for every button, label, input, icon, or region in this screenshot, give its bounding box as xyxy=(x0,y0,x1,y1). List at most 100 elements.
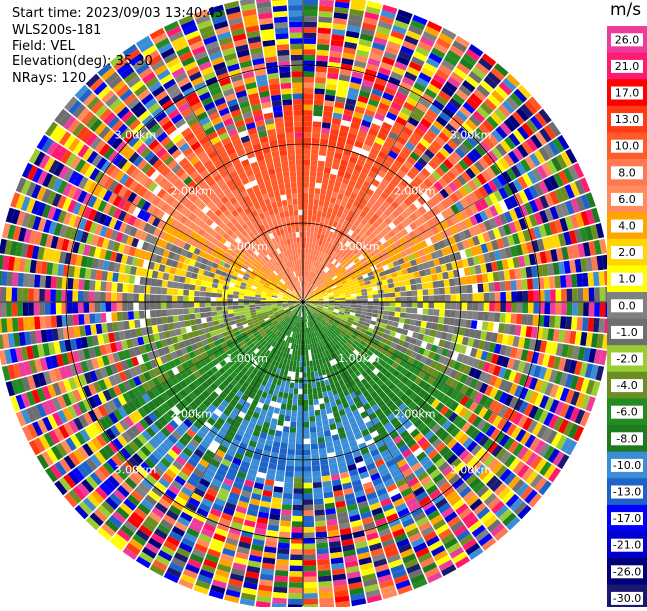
range-gate xyxy=(394,287,400,292)
range-gate xyxy=(227,294,233,298)
range-gate xyxy=(316,532,327,538)
range-gate xyxy=(389,293,395,298)
range-gate xyxy=(166,302,172,309)
range-gate xyxy=(100,313,106,323)
range-gate xyxy=(18,273,25,287)
range-gate xyxy=(304,494,313,500)
range-gate xyxy=(555,276,561,288)
range-gate xyxy=(357,302,363,305)
range-gate xyxy=(281,515,292,521)
range-gate xyxy=(429,302,435,308)
range-gate xyxy=(168,274,175,281)
range-gate xyxy=(533,303,539,314)
range-gate xyxy=(549,316,555,328)
range-gate xyxy=(122,312,128,321)
range-gate xyxy=(310,427,317,433)
range-gate xyxy=(411,284,417,290)
range-gate xyxy=(296,439,303,445)
range-gate xyxy=(312,388,317,394)
range-gate xyxy=(319,448,327,454)
range-gate xyxy=(522,303,528,314)
range-gate xyxy=(384,293,390,297)
range-gate xyxy=(303,204,308,210)
range-gate xyxy=(34,303,40,316)
range-gate xyxy=(200,286,206,291)
range-gate xyxy=(280,443,288,449)
range-gate xyxy=(45,303,51,315)
range-gate xyxy=(304,521,315,527)
range-gate xyxy=(304,66,315,72)
range-gate xyxy=(307,226,311,232)
range-gate xyxy=(195,285,201,291)
range-gate xyxy=(23,303,29,316)
range-gate xyxy=(285,477,294,483)
range-gate xyxy=(273,592,287,599)
range-gate xyxy=(179,276,186,283)
range-gate xyxy=(293,394,298,400)
range-gate xyxy=(405,285,411,291)
range-gate xyxy=(294,388,299,394)
range-gate xyxy=(288,444,295,450)
range-gate xyxy=(571,274,578,287)
range-gate xyxy=(318,33,331,40)
range-gate xyxy=(362,302,368,305)
range-gate xyxy=(528,303,534,314)
range-gate xyxy=(156,317,162,325)
range-gate xyxy=(522,314,528,325)
range-gate xyxy=(578,303,584,316)
range-gate xyxy=(292,516,302,522)
range-gate xyxy=(304,483,313,489)
range-gate xyxy=(572,288,578,301)
range-gate xyxy=(303,394,308,400)
range-gate xyxy=(449,278,455,286)
range-gate xyxy=(472,311,478,320)
range-gate xyxy=(297,422,303,428)
range-gate xyxy=(189,302,195,307)
range-gate xyxy=(309,188,315,194)
range-gate xyxy=(303,199,308,205)
range-gate xyxy=(299,383,303,389)
range-gate xyxy=(211,307,217,312)
range-gate xyxy=(316,421,322,427)
range-gate xyxy=(303,450,310,456)
range-gate xyxy=(304,88,314,94)
range-gate xyxy=(6,287,12,301)
range-gate xyxy=(308,210,313,216)
range-gate xyxy=(494,313,500,323)
range-gate xyxy=(304,582,318,588)
range-gate xyxy=(303,182,309,188)
range-gate xyxy=(280,526,291,532)
range-gate xyxy=(291,543,303,549)
range-gate xyxy=(216,293,222,297)
range-gate xyxy=(577,317,584,331)
range-gate xyxy=(417,302,423,308)
range-gate xyxy=(506,292,512,302)
range-gate xyxy=(589,288,595,302)
range-gate xyxy=(544,303,550,315)
range-gate xyxy=(73,314,79,325)
range-gate xyxy=(317,548,329,554)
range-gate xyxy=(292,521,303,527)
range-gate xyxy=(292,527,303,533)
range-gate xyxy=(244,305,250,308)
range-gate xyxy=(0,303,6,317)
range-gate xyxy=(321,464,330,471)
range-gate xyxy=(39,303,45,315)
range-gate xyxy=(309,416,315,422)
range-gate xyxy=(555,316,561,328)
range-gate xyxy=(89,280,95,290)
range-gate xyxy=(313,121,322,127)
range-gate xyxy=(577,273,584,287)
range-gate xyxy=(150,286,156,294)
range-gate xyxy=(83,291,89,301)
range-gate xyxy=(294,477,303,483)
range-gate xyxy=(283,493,293,499)
range-gate xyxy=(313,488,322,494)
range-gate xyxy=(303,232,306,238)
range-gate xyxy=(304,566,317,572)
range-gate xyxy=(423,309,429,315)
range-gate xyxy=(295,466,303,472)
range-gate xyxy=(390,297,396,301)
range-gate xyxy=(318,443,326,449)
